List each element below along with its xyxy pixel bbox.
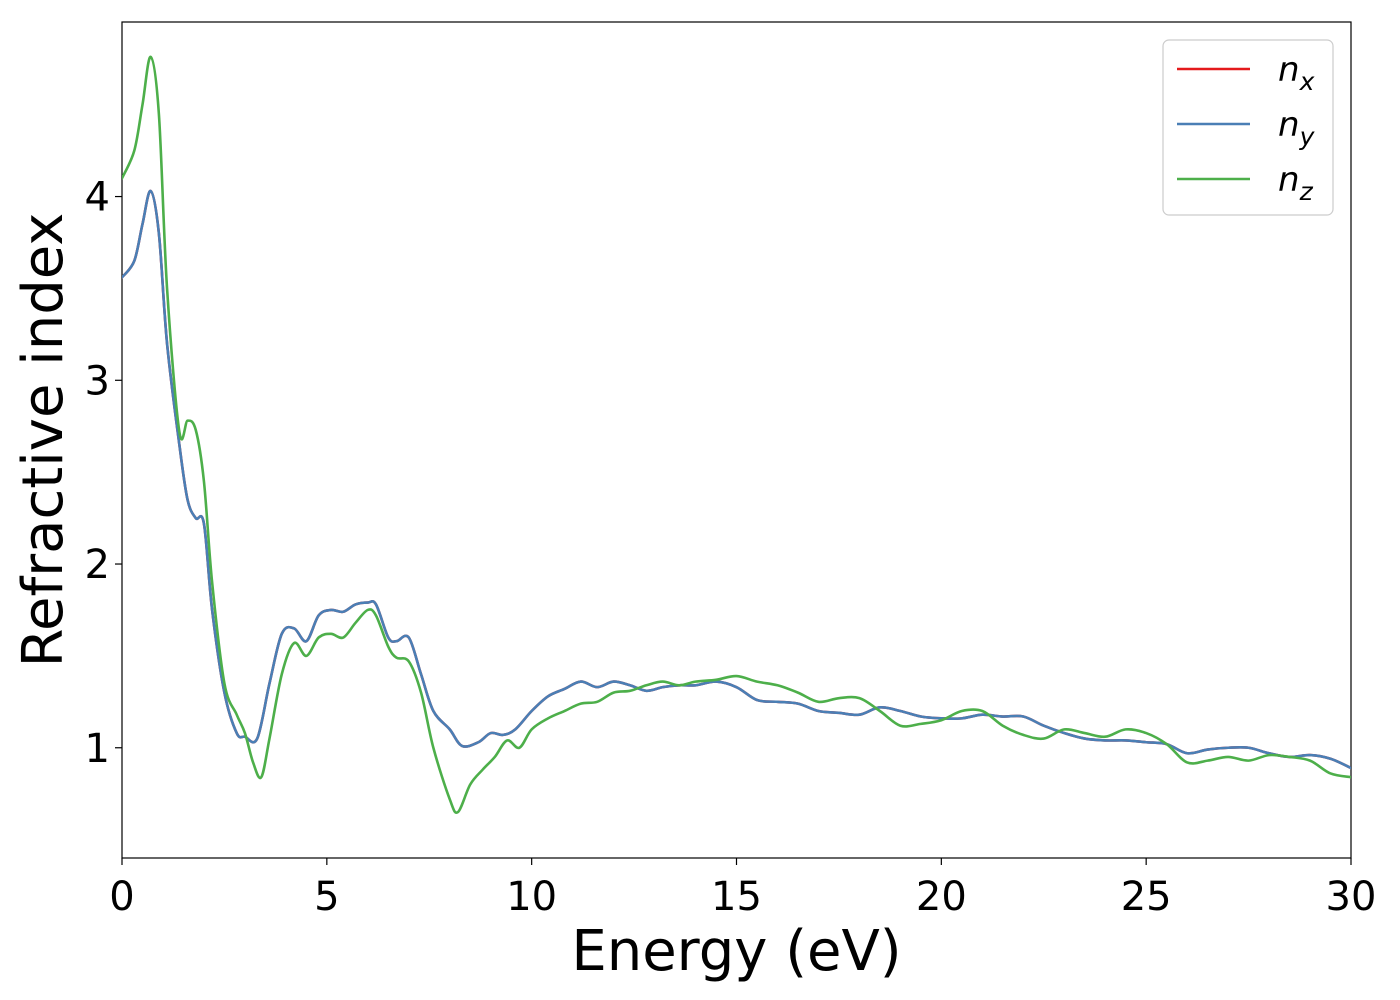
x-tick-label: 0	[109, 874, 134, 920]
y-axis-label: Refractive index	[11, 213, 76, 668]
y-tick-label: 3	[85, 358, 110, 404]
legend-label-n-z: nz	[1278, 160, 1314, 206]
x-tick-label: 25	[1121, 874, 1172, 920]
legend-box	[1162, 39, 1334, 216]
series-line-n-y	[122, 189, 1351, 770]
x-tick-label: 15	[711, 874, 762, 920]
series-line-n-x	[122, 189, 1351, 770]
series-lines	[122, 55, 1351, 814]
y-tick-label: 1	[85, 726, 110, 772]
x-tick-label: 10	[506, 874, 557, 920]
axis-ticks: 0 5 10 15 20 25 30 1 2 3 4	[85, 175, 1377, 920]
legend-label-n-y: ny	[1278, 105, 1316, 151]
x-tick-label: 5	[314, 874, 339, 920]
x-tick-label: 30	[1326, 874, 1377, 920]
legend: nx ny nz	[1162, 39, 1334, 216]
legend-label-n-x: nx	[1278, 50, 1315, 96]
x-tick-label: 20	[916, 874, 967, 920]
y-tick-label: 4	[85, 175, 110, 221]
x-axis-label: Energy (eV)	[571, 919, 901, 984]
series-line-n-z	[122, 55, 1351, 814]
y-tick-label: 2	[85, 542, 110, 588]
